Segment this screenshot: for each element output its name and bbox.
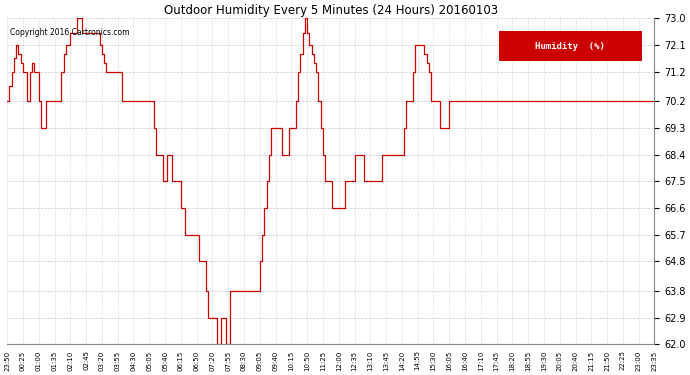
Text: Copyright 2016 Cartronics.com: Copyright 2016 Cartronics.com [10,28,130,37]
Title: Outdoor Humidity Every 5 Minutes (24 Hours) 20160103: Outdoor Humidity Every 5 Minutes (24 Hou… [164,4,498,17]
